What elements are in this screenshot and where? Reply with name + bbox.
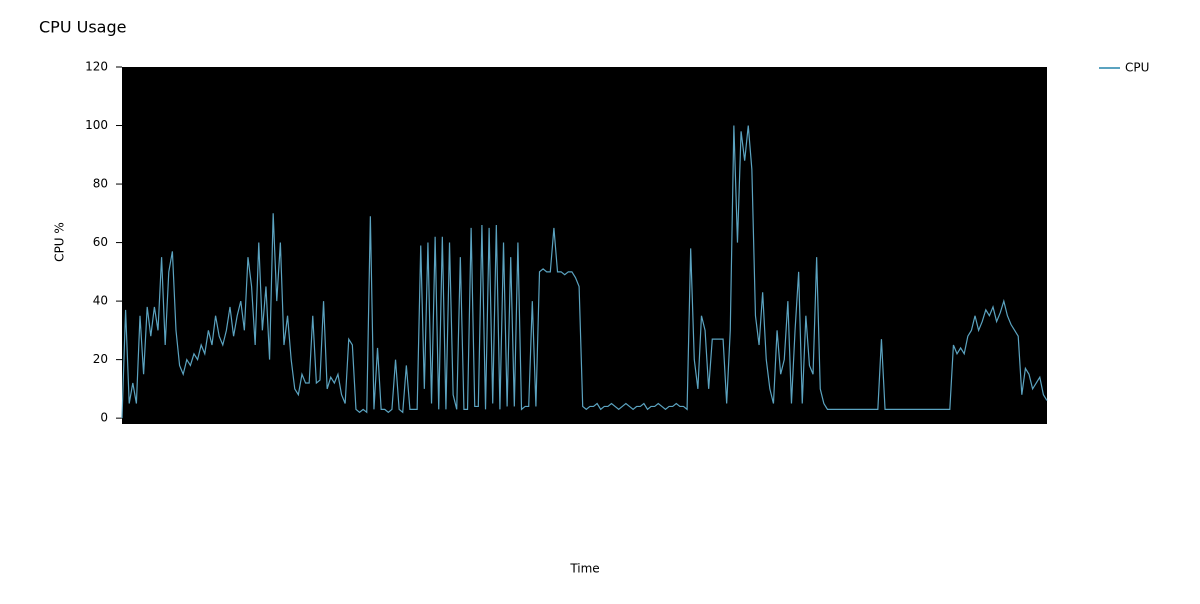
y-tick-label: 60 [93,235,108,249]
y-tick-label: 120 [85,60,108,74]
legend-label: CPU [1125,61,1149,75]
y-tick-label: 80 [93,177,108,191]
x-axis-label: Time [569,562,599,576]
y-tick-label: 20 [93,352,108,366]
chart-title: CPU Usage [39,18,126,37]
y-tick-label: 0 [100,411,108,425]
y-axis-label: CPU % [53,222,67,262]
data-line [121,125,1048,419]
y-tick-label: 40 [93,294,108,308]
y-tick-label: 100 [85,118,108,132]
plot-area [122,67,1047,424]
